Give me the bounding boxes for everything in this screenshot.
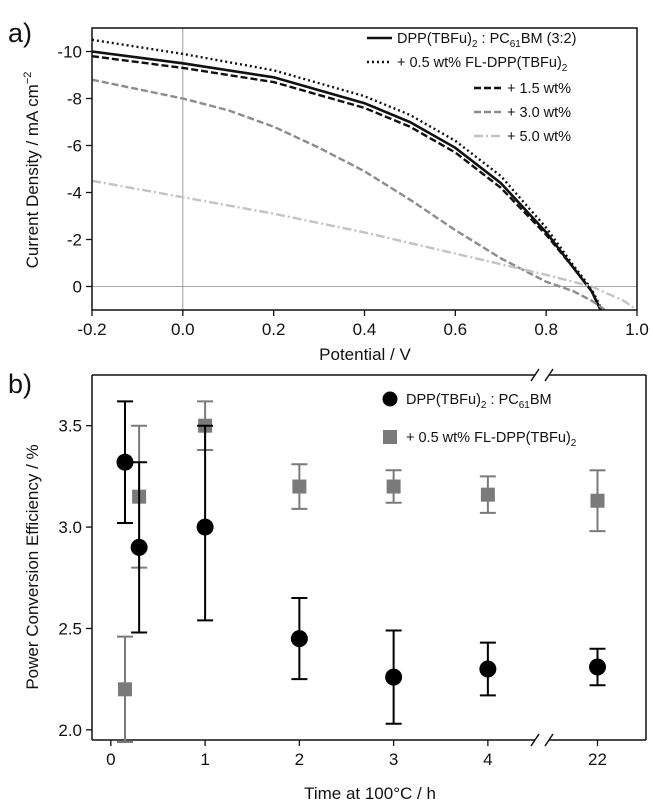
panel-a-legend-label-0-sub: 2 [472, 39, 478, 50]
panel-b-x-tick-label: 22 [588, 750, 607, 769]
panel-a-legend-label-1: + 0.5 wt% FL-DPP(TBFu)2 [397, 55, 568, 74]
panel-a-curves [91, 38, 638, 311]
panel-a-legend-label-2-main: + 1.5 wt% [507, 81, 571, 97]
panel-b-legend-marker-1 [383, 430, 397, 444]
panel-a-y-tick-label: -4 [67, 184, 82, 203]
panel-b-x-tick-label: 3 [389, 750, 398, 769]
panel-a-x-axis-title: Potential / V [319, 345, 411, 364]
panel-a-y-tick-label: -10 [57, 43, 82, 62]
panel-b-marker-s0-p0 [116, 453, 134, 471]
panel-a-y-tick-label: -8 [67, 90, 82, 109]
panel-a-series-line-1 [91, 38, 602, 309]
panel-b-x-tick-label: 1 [200, 750, 209, 769]
panel-b-legend-label-1: + 0.5 wt% FL-DPP(TBFu)2 [406, 430, 577, 449]
panel-b-y-tick-label: 3.5 [58, 417, 82, 436]
panel-a-x-axis: -0.2 0.0 0.2 0.4 0.6 0.8 1.0 [77, 310, 649, 339]
panel-b-marker-s0-p2 [196, 518, 214, 536]
panel-b-marker-s0-p4 [385, 668, 403, 686]
panel-b-marker-s1-p6 [590, 493, 605, 508]
panel-b-letter: b) [8, 369, 32, 399]
panel-b-legend-label-1-sub: 2 [571, 438, 577, 449]
panel-a-legend-label-3-main: + 3.0 wt% [507, 105, 571, 121]
panel-b-legend-label-0-sub2: 61 [519, 400, 531, 411]
panel-a-legend-label-1-sub: 2 [562, 63, 568, 74]
panel-a-x-tick-label: 0.8 [534, 320, 558, 339]
panel-a-y-axis-title-sup: −2 [22, 72, 34, 85]
panel-b-x-tick-label: 2 [295, 750, 304, 769]
panel-a-legend-label-2: + 1.5 wt% [507, 81, 571, 97]
panel-b-marker-s0-p6 [589, 658, 606, 676]
panel-a-reference-lines [92, 28, 637, 310]
panel-b-marker-s1-p0 [117, 682, 132, 697]
panel-b-pce-vs-time: b) 0 1 2 3 4 22 2.02.53.03.5 Time at 100°C / … [8, 368, 647, 803]
panel-b-y-axis-title: Power Conversion Efficiency / % [23, 444, 42, 689]
panel-b-x-tick-label: 0 [106, 750, 115, 769]
panel-a-y-tick-label: -2 [67, 231, 82, 250]
panel-b-marker-s1-p5 [480, 487, 495, 502]
panel-b-legend-label-0-mid: : PC [486, 392, 518, 408]
panel-a-x-tick-label: 1.0 [625, 320, 649, 339]
panel-b-marker-s0-p3 [290, 630, 308, 648]
panel-a-legend-label-0-sub2: 61 [510, 39, 522, 50]
panel-b-axis-break-mark [544, 733, 554, 747]
panel-b-marker-s0-p1 [130, 538, 148, 556]
panel-a-legend-label-4: + 5.0 wt% [507, 129, 571, 145]
panel-b-x-tick-label: 4 [483, 750, 492, 769]
panel-a-x-tick-label: 0.4 [353, 320, 377, 339]
panel-b-marker-s1-p4 [386, 479, 401, 494]
panel-b-legend: DPP(TBFu)2 : PC61BM+ 0.5 wt% FL-DPP(TBFu… [382, 391, 577, 449]
panel-a-x-tick-label: -0.2 [77, 320, 106, 339]
panel-a-x-tick-label: 0.6 [444, 320, 468, 339]
panel-b-legend-marker-0 [382, 391, 398, 407]
panel-a-legend-label-4-main: + 5.0 wt% [507, 129, 571, 145]
panel-a-legend-label-0: DPP(TBFu)2 : PC61BM (3:2) [397, 31, 576, 50]
panel-b-legend-label-1-main: + 0.5 wt% FL-DPP(TBFu) [406, 430, 571, 446]
panel-a-y-axis-title-main: Current Density / mA cm [23, 84, 42, 268]
panel-b-axis-break-mark [530, 368, 540, 382]
panel-a-x-tick-label: 0.2 [262, 320, 286, 339]
panel-b-y-tick-label: 2.0 [58, 721, 82, 740]
panel-a-legend-label-1-main: + 0.5 wt% FL-DPP(TBFu) [397, 55, 562, 71]
panel-a-legend-label-3: + 3.0 wt% [507, 105, 571, 121]
panel-a-letter: a) [8, 18, 32, 48]
panel-b-axis-break-mark [530, 733, 540, 747]
panel-b-legend-label-0-sub: 2 [481, 400, 487, 411]
panel-b-x-axis-title: Time at 100°C / h [304, 784, 436, 803]
panel-b-data-points [116, 400, 606, 744]
panel-b-axis-break-mark [544, 368, 554, 382]
panel-b-legend-label-0-main: DPP(TBFu) [406, 392, 481, 408]
panel-a-legend-label-0-main: DPP(TBFu) [397, 31, 472, 47]
panel-a-y-tick-label: -6 [67, 137, 82, 156]
panel-a-jv-curves: a) -0.2 0.0 0.2 0.4 0.6 0.8 1.0 0 -2 -4 -6 -8 -10 P… [8, 18, 649, 364]
panel-a-y-axis: 0 -2 -4 -6 -8 -10 [57, 43, 92, 297]
panel-a-x-tick-label: 0.0 [171, 320, 195, 339]
panel-a-legend-label-0-mid: : PC [477, 31, 509, 47]
panel-b-legend-label-0: DPP(TBFu)2 : PC61BM [406, 392, 552, 411]
panel-b-marker-s0-p5 [479, 660, 497, 678]
panel-b-x-axis: 0 1 2 3 4 22 [106, 740, 607, 769]
panel-b-y-tick-label: 2.5 [58, 619, 82, 638]
panel-a-series-line-3 [91, 78, 606, 311]
panel-a-legend: DPP(TBFu)2 : PC61BM (3:2)+ 0.5 wt% FL-DP… [367, 31, 576, 145]
panel-a-y-axis-title: Current Density / mA cm−2 [22, 72, 42, 269]
panel-a-legend-label-0-tail: BM (3:2) [521, 31, 577, 47]
panel-b-plot-frame [91, 368, 647, 747]
panel-a-series-line-2 [91, 55, 602, 311]
panel-b-legend-label-0-tail: BM [530, 392, 552, 408]
panel-a-y-tick-label: 0 [73, 278, 82, 297]
panel-b-y-axis: 2.0 2.5 3.0 3.5 [58, 417, 92, 740]
panel-b-y-tick-label: 3.0 [58, 518, 82, 537]
panel-b-marker-s1-p3 [292, 479, 307, 494]
panel-a-series-line-4 [91, 179, 638, 311]
